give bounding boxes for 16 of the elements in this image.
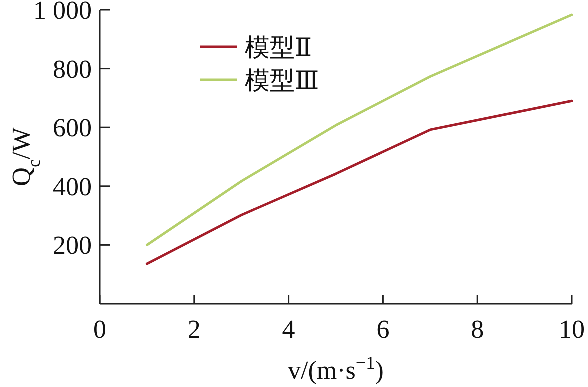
x-tick-label: 2 <box>188 315 201 344</box>
legend-label: 模型Ⅲ <box>245 68 320 95</box>
line-series <box>146 14 574 246</box>
x-axis-title: v/(m·s$^{−1}$) <box>288 353 384 385</box>
x-tick-label: 8 <box>471 315 484 344</box>
x-tick-label: 4 <box>282 315 296 344</box>
x-tick-label: 0 <box>94 315 106 344</box>
y-tick-label: 200 <box>53 231 92 260</box>
y-tick-label: 600 <box>53 114 92 143</box>
y-tick-label: 800 <box>53 54 92 84</box>
x-tick-label: 6 <box>376 315 390 344</box>
x-tick-label: 10 <box>559 315 585 344</box>
y-tick-label: 1 000 <box>34 0 92 25</box>
y-tick-label: 400 <box>53 172 92 202</box>
legend-label: 模型Ⅱ <box>245 35 312 62</box>
line-series <box>146 100 574 266</box>
